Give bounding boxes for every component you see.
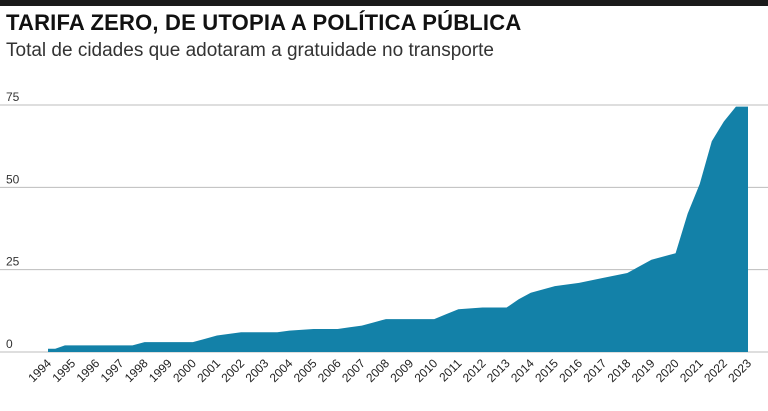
x-tick-label: 2021 xyxy=(677,356,706,385)
x-tick-label: 2010 xyxy=(412,356,441,385)
x-tick-label: 2000 xyxy=(170,356,199,385)
x-tick-label: 2019 xyxy=(629,356,658,385)
y-tick-label: 50 xyxy=(6,172,20,186)
x-tick-label: 2012 xyxy=(460,356,489,385)
x-tick-label: 2013 xyxy=(484,356,513,385)
x-tick-label: 1994 xyxy=(25,356,54,385)
x-tick-label: 2011 xyxy=(436,356,464,384)
x-tick-label: 1996 xyxy=(74,356,103,385)
x-tick-label: 2022 xyxy=(701,356,730,385)
x-tick-label: 2002 xyxy=(218,356,247,385)
x-tick-label: 2020 xyxy=(653,356,682,385)
x-tick-label: 1995 xyxy=(49,356,78,385)
x-tick-label: 1997 xyxy=(98,356,127,385)
x-tick-label: 2005 xyxy=(291,356,320,385)
x-tick-label: 2008 xyxy=(363,356,392,385)
x-tick-label: 2003 xyxy=(243,356,272,385)
x-tick-label: 2015 xyxy=(532,356,561,385)
x-tick-label: 2006 xyxy=(315,356,344,385)
x-tick-label: 2004 xyxy=(267,356,296,385)
x-tick-label: 2023 xyxy=(725,356,754,385)
header-rule xyxy=(0,0,768,6)
chart-title: TARIFA ZERO, DE UTOPIA A POLÍTICA PÚBLIC… xyxy=(6,10,522,35)
x-tick-label: 2018 xyxy=(605,356,634,385)
series-area-group xyxy=(48,106,748,353)
x-tick-label: 2009 xyxy=(387,356,416,385)
y-tick-label: 75 xyxy=(6,90,20,104)
x-tick-label: 2016 xyxy=(556,356,585,385)
x-tick-label: 1999 xyxy=(146,356,175,385)
x-tick-label: 2014 xyxy=(508,356,537,385)
y-axis-ticks: 0 25 50 75 xyxy=(6,90,20,351)
x-tick-label: 2017 xyxy=(581,356,610,385)
x-tick-label: 2001 xyxy=(194,356,223,385)
x-tick-label: 1998 xyxy=(122,356,151,385)
chart-subtitle: Total de cidades que adotaram a gratuida… xyxy=(6,40,494,61)
series-area xyxy=(48,106,748,353)
y-tick-label: 25 xyxy=(6,255,20,269)
x-tick-label: 2007 xyxy=(339,356,368,385)
y-tick-label: 0 xyxy=(6,337,13,351)
x-axis-ticks: 1994199519961997199819992000200120022003… xyxy=(25,356,754,385)
